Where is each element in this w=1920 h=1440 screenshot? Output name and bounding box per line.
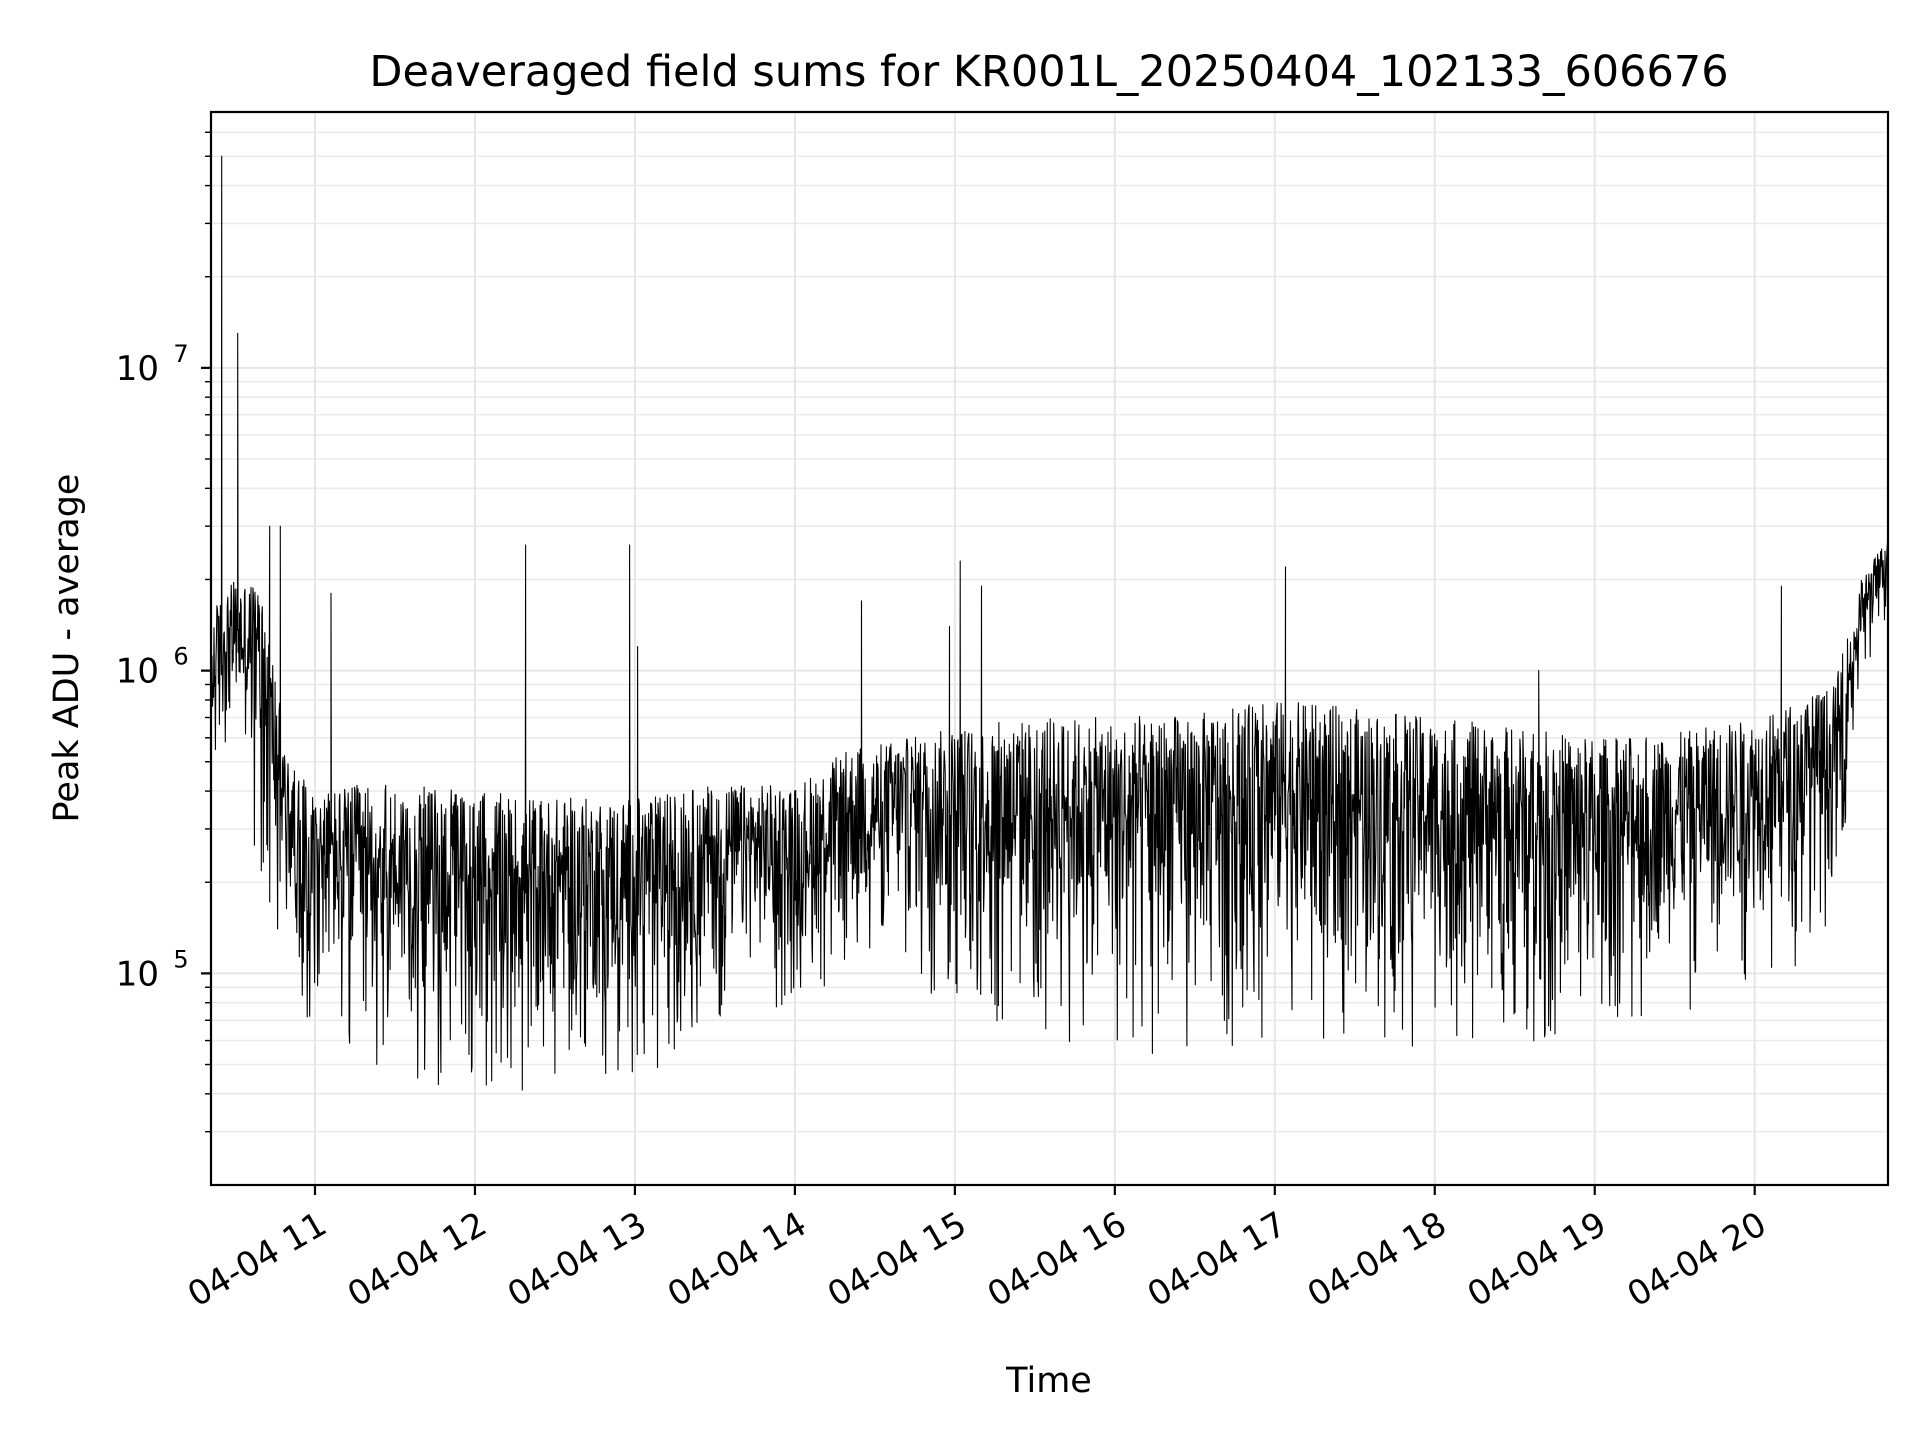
y-axis: 10 5 10 6 10 7	[116, 131, 211, 1133]
y-tick-label: 10	[116, 349, 159, 389]
y-tick-exponent: 7	[173, 340, 188, 368]
y-tick-label: 10	[116, 652, 159, 692]
chart-title: Deaveraged field sums for KR001L_2025040…	[369, 47, 1728, 97]
y-tick-exponent: 6	[173, 643, 188, 671]
series-line	[211, 155, 1888, 1091]
y-tick-exponent: 5	[173, 945, 188, 973]
y-tick-label: 10	[116, 954, 159, 994]
series-line-layer	[211, 155, 1888, 1091]
y-axis-label: Peak ADU - average	[47, 474, 87, 823]
x-axis-label: Time	[1005, 1361, 1092, 1401]
plot-frame	[209, 110, 1890, 1187]
